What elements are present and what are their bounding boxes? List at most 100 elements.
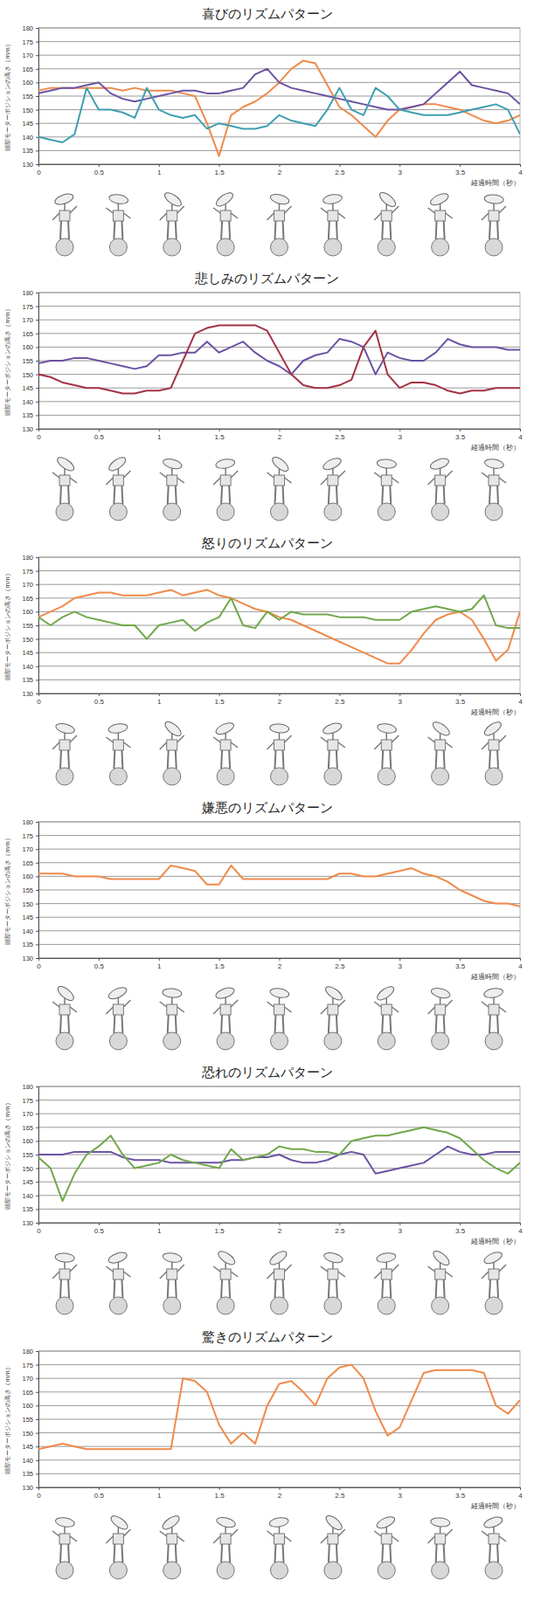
robot [52,721,77,786]
y-tick: 170 [21,51,39,60]
y-tick-label: 175 [21,38,34,47]
y-tick-mark [35,958,39,960]
x-axis: 00.511.522.533.54 [36,958,523,971]
robot-wheel [216,238,235,257]
x-tick-mark [339,164,340,167]
robot-leg [275,1544,277,1564]
robot-wheel [109,768,127,786]
robot-arm [284,1007,292,1013]
x-tick-label: 3.5 [455,698,466,707]
robot-body [327,1534,339,1546]
robot [159,1514,185,1581]
plot-marks [38,866,521,908]
robot-leg [221,1014,222,1034]
grid-line [38,41,521,42]
chart-title: 悲しみのリズムパターン [194,270,340,287]
robot-leg [221,1279,222,1299]
x-tick: 4 [518,1223,523,1236]
x-tick-mark [159,164,160,167]
y-tick-mark [35,402,39,403]
robot-arm [499,206,507,214]
robot-wheel [485,1297,503,1316]
robot-figures [52,984,507,1051]
robot-arm [213,1537,221,1545]
y-tick: 170 [21,316,39,325]
x-tick-label: 0.5 [94,1227,105,1236]
y-tick-mark [35,1223,39,1225]
robot-arm [445,742,453,749]
y-tick-mark [35,639,39,641]
robot-head [429,1518,451,1529]
robot [267,192,292,257]
x-tick: 2.5 [334,1488,346,1501]
y-tick-label: 140 [21,663,34,672]
robot-body [488,475,500,486]
robot-arm [481,213,489,221]
robot-leg [389,749,391,770]
robot-arm [177,478,185,484]
robot-leg [228,485,230,505]
robot-body [435,1269,446,1281]
robot-arm [177,1007,185,1013]
x-tick-label: 3.5 [455,433,466,442]
x-tick: 3 [398,1488,403,1501]
plot-frame [38,557,521,694]
y-tick-mark [35,1420,39,1422]
x-tick-mark [459,164,461,167]
robot-arm [230,1272,238,1278]
robot-head [270,455,291,475]
y-tick-mark [35,82,39,84]
robot-leg [443,1544,445,1564]
y-tick-label: 175 [21,832,34,841]
robot-arm [213,737,221,743]
grid-line [38,903,521,905]
robot-leg [283,1544,285,1564]
x-tick-label: 1.5 [214,1227,226,1236]
robot [374,1252,399,1316]
y-tick-label: 165 [21,1389,34,1398]
x-tick-label: 4 [518,433,523,442]
y-tick-mark [35,931,39,933]
robot-leg [113,1014,115,1034]
y-tick-label: 160 [21,873,34,881]
x-tick: 1 [157,693,162,707]
plot-marks [38,325,521,394]
robot-body [59,475,70,486]
x-axis-title: 経過時間（秒） [470,179,521,188]
robot-head [322,1251,344,1265]
robot-wheel [324,1297,342,1316]
robot-body [112,210,124,222]
grid-line [38,1392,521,1394]
grid-line [38,55,521,56]
robot [320,984,346,1051]
x-tick: 3.5 [455,1488,466,1501]
x-tick: 3 [398,429,403,442]
y-tick-label: 130 [21,1484,34,1493]
robot-wheel [216,503,235,521]
robot-leg [68,1544,70,1564]
y-tick-mark [35,1366,39,1367]
robot-wheel [431,768,450,786]
robot-arm [284,478,292,484]
robot-leg [60,1544,62,1564]
robot-wheel [485,768,503,786]
robot [52,192,77,257]
grid-line [38,1168,521,1170]
robot-head [55,1517,76,1530]
robot-leg [389,485,391,505]
robot-body [435,740,446,751]
y-tick-label: 130 [21,690,34,699]
x-tick-label: 1 [157,1492,162,1501]
y-tick-mark [35,110,39,111]
robot-arm [391,1007,399,1013]
x-tick-label: 4 [518,698,523,707]
robot-leg [489,220,491,240]
x-axis-line [39,694,521,698]
robot-head [429,191,451,208]
robot [374,190,399,257]
robot-leg [167,1544,169,1564]
x-tick-label: 0.5 [94,168,105,177]
robot-head [376,458,397,470]
y-tick-label: 140 [21,928,34,937]
robot-body [435,1534,446,1546]
